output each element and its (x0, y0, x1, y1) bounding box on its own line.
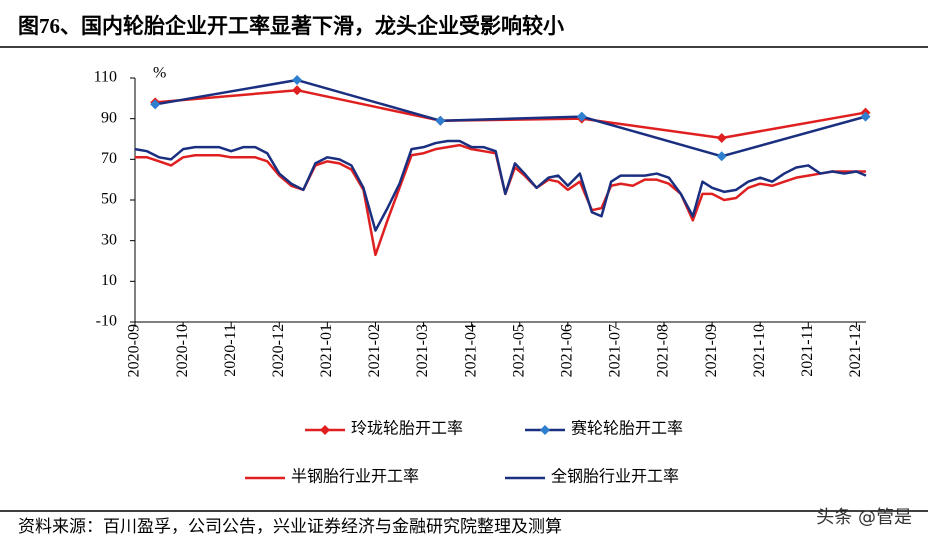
point-marker (292, 75, 303, 86)
point-marker (150, 99, 161, 110)
series-line (155, 88, 866, 140)
point-marker (860, 111, 871, 122)
x-tick-label: 2020-10 (174, 324, 191, 377)
x-tick-label: 2021-01 (318, 324, 335, 377)
point-marker (292, 85, 303, 96)
x-tick-label: 2021-05 (510, 324, 527, 377)
x-tick-label: 2021-06 (559, 324, 576, 377)
x-tick-label: 2021-07 (607, 324, 624, 377)
series-line (134, 139, 867, 232)
y-tick-label: -10 (96, 313, 117, 330)
x-tick-label: 2021-03 (414, 324, 431, 377)
point-marker (435, 115, 446, 126)
y-tick-label: 110 (94, 69, 117, 86)
point-marker (716, 151, 727, 162)
legend-label: 赛轮轮胎开工率 (571, 419, 683, 438)
watermark: 头条 @管是 (816, 507, 912, 528)
point-marker (716, 132, 727, 143)
y-tick-label: 90 (101, 109, 117, 126)
x-tick-label: 2021-11 (799, 324, 816, 377)
x-tick-label: 2021-02 (366, 324, 383, 377)
x-tick-label: 2021-10 (751, 324, 768, 377)
y-tick-label: 10 (101, 272, 117, 289)
point-marker (576, 111, 587, 122)
y-tick-label: 30 (101, 231, 117, 248)
x-tick-label: 2021-08 (655, 324, 672, 377)
legend-marker (320, 425, 330, 435)
y-unit: % (153, 65, 166, 82)
legend-label: 玲珑轮胎开工率 (351, 420, 463, 438)
y-tick-label: 50 (101, 191, 117, 208)
x-tick-label: 2020-11 (222, 324, 239, 377)
legend-label: 半钢胎行业开工率 (291, 468, 419, 486)
x-tick-label: 2020-09 (126, 324, 143, 377)
x-tick-label: 2021-12 (847, 324, 864, 377)
legend-marker (540, 425, 550, 435)
chart-title: 图76、国内轮胎企业开工率显著下滑，龙头企业受影响较小 (18, 14, 564, 38)
series-line (154, 78, 866, 158)
source-note: 资料来源：百川盈孚，公司公告，兴业证券经济与金融研究院整理及测算 (18, 517, 562, 536)
legend-label: 全钢胎行业开工率 (551, 468, 679, 486)
x-tick-label: 2021-09 (703, 324, 720, 377)
y-tick-label: 70 (101, 150, 117, 167)
x-tick-label: 2021-04 (462, 324, 479, 377)
series-line (135, 143, 866, 257)
x-tick-label: 2020-12 (270, 324, 287, 377)
